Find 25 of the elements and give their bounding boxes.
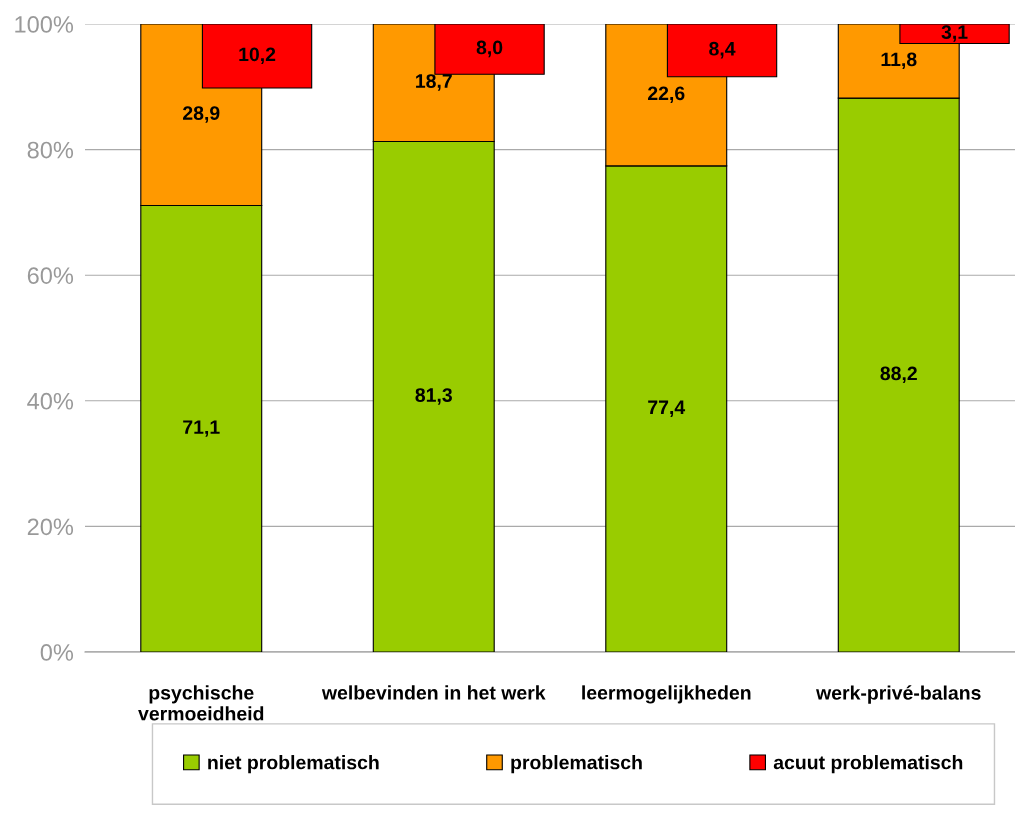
x-tick-label: werk-privé-balans: [816, 685, 981, 704]
legend-label: acuut problematisch: [773, 755, 963, 774]
x-tick-label: welbevinden in het werk: [321, 685, 546, 700]
data-label: 10,2: [239, 47, 276, 65]
x-tick-label: psychische vermoeidheid: [138, 685, 264, 721]
data-label: 18,7: [416, 74, 452, 91]
y-tick-label: 20%: [27, 518, 74, 536]
y-tick-label: 80%: [27, 141, 74, 159]
legend-label: niet problematisch: [208, 755, 379, 774]
data-label: 81,3: [415, 388, 452, 405]
y-tick-label: 60%: [27, 267, 74, 284]
y-tick-label: 40%: [27, 392, 74, 410]
data-label: 8,4: [709, 41, 736, 59]
data-label: 3,1: [941, 25, 968, 42]
x-tick-label: leermogelijkheden: [582, 685, 751, 704]
y-tick-label: 0%: [40, 644, 74, 661]
data-label: 71,1: [183, 420, 220, 437]
data-label: 8,0: [476, 40, 503, 58]
data-label: 11,8: [881, 52, 917, 70]
data-label: 22,6: [648, 86, 685, 103]
data-label: 88,2: [880, 366, 917, 384]
data-label: 77,4: [648, 400, 686, 417]
legend-label: problematisch: [511, 755, 642, 774]
y-tick-label: 100%: [15, 16, 74, 33]
data-label: 28,9: [183, 106, 220, 123]
